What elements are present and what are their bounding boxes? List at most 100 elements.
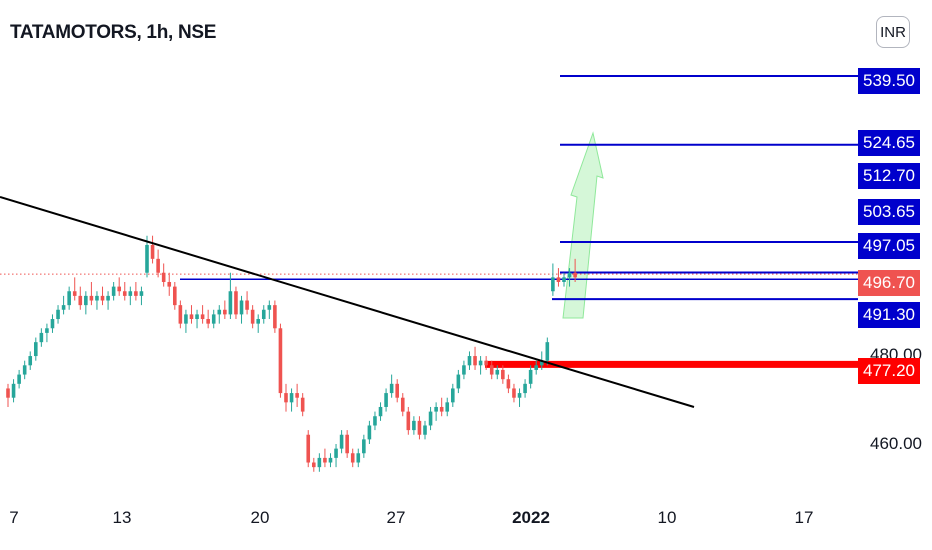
x-tick-label: 20 xyxy=(250,508,270,527)
candle-body xyxy=(428,411,433,426)
candle-body xyxy=(378,406,383,417)
candle-body xyxy=(267,305,272,310)
candle-body xyxy=(56,309,60,320)
candle-body xyxy=(122,291,127,296)
candle-body xyxy=(223,309,227,315)
candle-body xyxy=(501,369,505,380)
candle-body xyxy=(17,374,21,384)
candle-body xyxy=(84,295,88,306)
candle-body xyxy=(345,434,349,454)
candle-body xyxy=(239,300,244,315)
candle-body xyxy=(423,425,427,435)
candle-body xyxy=(145,244,149,273)
candle-body xyxy=(406,411,411,431)
candle-body xyxy=(462,365,466,375)
candle-body xyxy=(67,291,71,306)
candle-body xyxy=(173,286,177,306)
candle-body xyxy=(534,365,538,370)
candle-body xyxy=(95,295,99,301)
candle-body xyxy=(517,393,522,398)
candle-body xyxy=(451,388,455,403)
candle-body xyxy=(367,425,372,440)
candle-body xyxy=(300,397,305,412)
candle-body xyxy=(206,319,210,324)
candle-body xyxy=(117,286,121,292)
candle-body xyxy=(389,383,394,394)
candle-body xyxy=(111,286,116,296)
candle-body xyxy=(156,258,160,273)
candle-body xyxy=(439,406,444,412)
candle-body xyxy=(128,291,133,296)
candle-body xyxy=(334,448,338,458)
price-tag-491-30: 491.30 xyxy=(858,302,920,328)
x-tick-label: 7 xyxy=(9,508,19,527)
price-tag-539-50: 539.50 xyxy=(858,68,920,94)
candle-body xyxy=(567,272,572,278)
price-tag-524-65: 524.65 xyxy=(858,130,920,156)
candle-body xyxy=(506,379,511,389)
candle-body xyxy=(78,295,83,306)
candle-body xyxy=(350,453,355,463)
up-arrow xyxy=(562,131,604,319)
candle-body xyxy=(356,453,361,463)
candle-body xyxy=(306,434,311,463)
price-tag-497-05: 497.05 xyxy=(858,233,920,259)
candle-body xyxy=(323,457,327,463)
candle-body xyxy=(562,277,566,282)
candle-body xyxy=(195,314,199,320)
candle-body xyxy=(39,332,44,343)
candle-body xyxy=(245,300,249,310)
support-zone xyxy=(485,360,858,368)
candle-body xyxy=(28,356,33,366)
x-tick-label: 10 xyxy=(657,508,677,527)
candle-body xyxy=(6,388,10,398)
candle-body xyxy=(61,305,66,310)
candle-body xyxy=(184,314,188,324)
candle-body xyxy=(211,314,216,324)
candle-body xyxy=(317,457,322,468)
candle-body xyxy=(134,291,138,296)
candle-body xyxy=(456,374,461,389)
candle-body xyxy=(295,393,299,398)
y-tick-label: 460.00 xyxy=(870,434,922,453)
price-tag-512-70: 512.70 xyxy=(858,163,920,189)
currency-button[interactable]: INR xyxy=(876,16,910,48)
candle-body xyxy=(528,369,533,384)
candle-body xyxy=(161,272,166,282)
chart-title: TATAMOTORS, 1h, NSE xyxy=(10,22,217,43)
candle-body xyxy=(412,420,416,431)
candle-body xyxy=(312,462,316,468)
candle-body xyxy=(395,383,399,398)
trendline xyxy=(0,196,695,408)
candle-body xyxy=(250,309,255,324)
candle-body xyxy=(278,328,283,394)
last-price-tag: 496.70 xyxy=(858,270,920,296)
candle-body xyxy=(200,314,205,320)
x-tick-label: 27 xyxy=(386,508,406,527)
candle-body xyxy=(50,319,55,329)
candle-body xyxy=(178,305,183,324)
candle-body xyxy=(489,365,494,375)
candle-body xyxy=(34,342,38,357)
candle-body xyxy=(217,309,222,315)
candle-body xyxy=(523,383,527,394)
x-tick-label: 17 xyxy=(794,508,814,527)
candle-body xyxy=(434,406,438,412)
candle-body xyxy=(106,295,110,301)
price-tag-477-20: 477.20 xyxy=(858,358,920,384)
candle-body xyxy=(473,356,477,366)
candle-body xyxy=(228,291,233,315)
candle-body xyxy=(11,383,16,398)
candle-body xyxy=(556,277,561,282)
x-tick-label: 13 xyxy=(112,508,132,527)
candle-body xyxy=(339,434,344,449)
candle-body xyxy=(256,319,260,324)
candle-body xyxy=(362,439,366,454)
candle-body xyxy=(273,305,277,329)
candle-body xyxy=(167,281,172,287)
candle-body xyxy=(478,360,483,366)
candle-body xyxy=(573,272,577,278)
candle-body xyxy=(539,360,544,366)
candle-body xyxy=(551,277,555,292)
